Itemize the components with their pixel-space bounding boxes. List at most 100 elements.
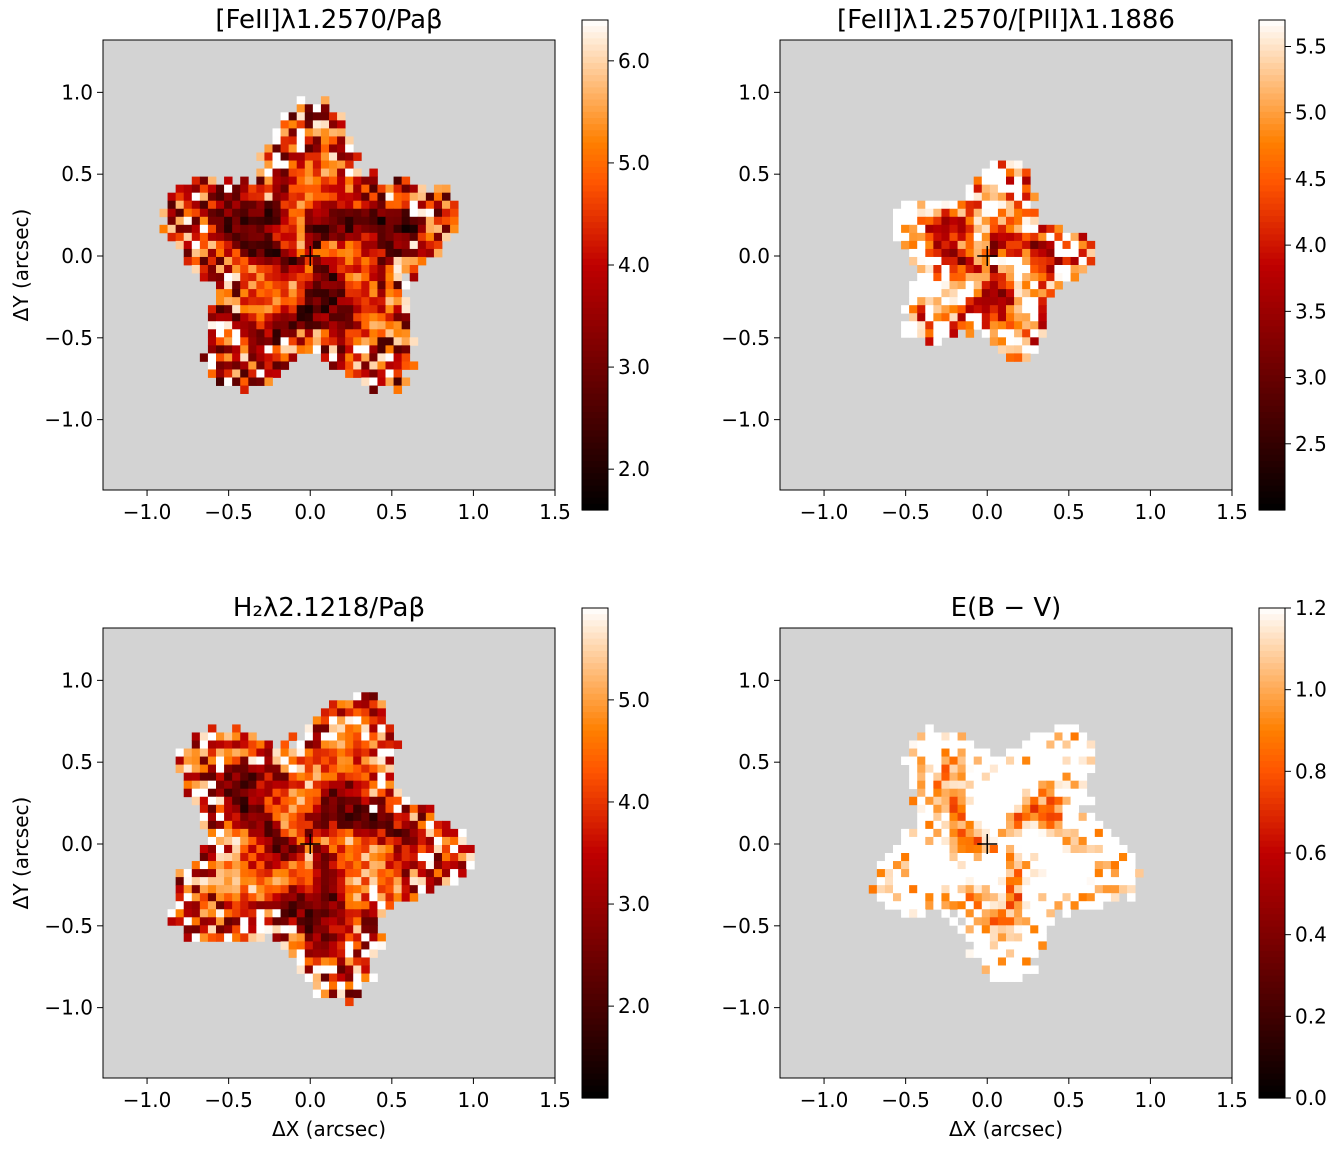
heatmap-cell xyxy=(320,812,330,822)
colorbar-segment xyxy=(582,755,608,762)
heatmap-cell xyxy=(949,224,958,234)
heatmap-cell xyxy=(933,200,942,210)
heatmap-cell xyxy=(264,925,273,934)
heatmap-cell xyxy=(296,869,306,878)
heatmap-cell xyxy=(337,136,346,145)
heatmap-cell xyxy=(320,764,330,774)
colorbar-segment xyxy=(1259,307,1285,315)
colorbar-segment xyxy=(582,289,608,297)
heatmap-cell xyxy=(232,353,241,362)
heatmap-cell xyxy=(369,877,378,886)
colorbar-segment xyxy=(582,614,608,621)
heatmap-cell xyxy=(345,144,354,153)
heatmap-cell xyxy=(1030,925,1039,934)
colorbar-segment xyxy=(582,693,608,701)
heatmap-cell xyxy=(1102,885,1112,894)
heatmap-cell xyxy=(224,893,233,902)
colorbar-segment xyxy=(582,93,608,101)
heatmap-cell xyxy=(933,804,942,814)
heatmap-cell xyxy=(409,812,419,822)
heatmap-cell xyxy=(997,861,1007,870)
heatmap-cell xyxy=(369,200,378,210)
heatmap-cell xyxy=(199,885,209,894)
heatmap-cell xyxy=(1038,273,1047,282)
heatmap-cell xyxy=(191,740,201,749)
heatmap-cell xyxy=(361,869,370,878)
heatmap-cell xyxy=(280,168,290,178)
heatmap-cell xyxy=(981,869,991,878)
heatmap-cell xyxy=(353,152,362,161)
colorbar-segment xyxy=(582,363,608,370)
heatmap-cell xyxy=(981,949,991,958)
y-tick-label: 0.5 xyxy=(61,162,93,186)
x-tick-label: 0.0 xyxy=(294,500,326,524)
heatmap-cell xyxy=(377,861,386,870)
heatmap-cell xyxy=(450,877,459,886)
heatmap-cell xyxy=(272,265,281,274)
heatmap-cell xyxy=(1022,893,1031,902)
heatmap-cell xyxy=(207,321,217,330)
heatmap-cell xyxy=(949,289,958,298)
heatmap-cell xyxy=(1046,265,1055,274)
heatmap-cell xyxy=(1038,780,1047,790)
heatmap-cell xyxy=(207,337,217,346)
heatmap-cell xyxy=(981,828,991,838)
heatmap-cell xyxy=(191,248,201,258)
colorbar-segment xyxy=(582,234,608,242)
heatmap-cell xyxy=(1038,941,1047,950)
heatmap-cell xyxy=(232,208,241,218)
heatmap-cell xyxy=(909,780,918,790)
heatmap-cell xyxy=(997,297,1007,306)
heatmap-cell xyxy=(207,788,217,798)
heatmap-cell xyxy=(1006,844,1015,854)
heatmap-cell xyxy=(369,869,378,878)
heatmap-cell xyxy=(1014,756,1023,766)
heatmap-cell xyxy=(320,112,330,121)
y-tick-label: 0.5 xyxy=(61,750,93,774)
heatmap-cell xyxy=(997,240,1007,250)
colorbar-segment xyxy=(582,497,608,505)
heatmap-cell xyxy=(207,216,217,226)
heatmap-cell xyxy=(369,885,378,894)
heatmap-cell xyxy=(1110,861,1120,870)
colorbar-segment xyxy=(582,712,608,719)
heatmap-cell xyxy=(361,901,370,910)
heatmap-cell xyxy=(1078,740,1088,749)
heatmap-cell xyxy=(224,369,233,378)
heatmap-cell xyxy=(337,965,346,974)
heatmap-cell xyxy=(183,208,193,218)
colorbar-segment xyxy=(582,846,608,854)
heatmap-cell xyxy=(304,345,314,354)
colorbar-segment xyxy=(1259,203,1285,211)
heatmap-cell xyxy=(232,780,241,790)
heatmap-cell xyxy=(224,208,233,218)
heatmap-cell xyxy=(345,949,354,958)
heatmap-cell xyxy=(1006,917,1015,926)
colorbar-tick-label: 3.0 xyxy=(618,892,650,916)
heatmap-cell xyxy=(1014,265,1023,274)
heatmap-cell xyxy=(981,208,991,218)
colorbar-segment xyxy=(582,675,608,683)
heatmap-cell xyxy=(329,901,338,910)
heatmap-cell xyxy=(288,265,298,274)
heatmap-cell xyxy=(393,885,403,894)
heatmap-cell xyxy=(272,313,281,322)
heatmap-cell xyxy=(304,820,314,830)
heatmap-cell xyxy=(1094,836,1104,846)
heatmap-cell xyxy=(312,256,322,266)
y-tick-label: 0.5 xyxy=(738,750,770,774)
heatmap-cell xyxy=(320,853,330,862)
heatmap-cell xyxy=(361,273,370,282)
heatmap-cell xyxy=(925,861,934,870)
heatmap-cell xyxy=(901,329,910,338)
heatmap-cell xyxy=(973,176,983,186)
colorbar-segment xyxy=(582,69,608,76)
heatmap-cell xyxy=(224,909,233,918)
heatmap-cell xyxy=(393,337,403,346)
heatmap-cell xyxy=(240,925,249,934)
heatmap-cell xyxy=(216,885,225,894)
heatmap-cell xyxy=(216,756,225,766)
heatmap-cell xyxy=(401,337,411,346)
heatmap-cell xyxy=(369,708,378,717)
heatmap-cell xyxy=(224,820,233,830)
